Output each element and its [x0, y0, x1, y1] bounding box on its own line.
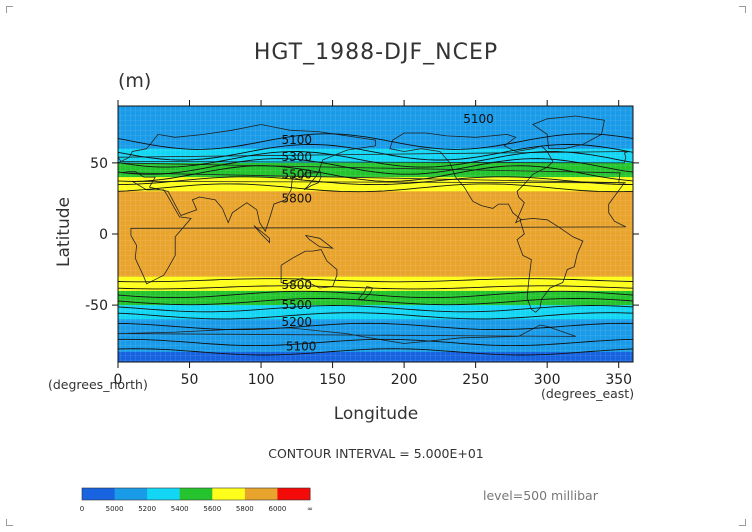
continent-outline: [253, 225, 270, 244]
colorbar-tick-label: ∞: [307, 505, 313, 513]
contour-line: [118, 158, 633, 175]
level-note: level=500 millibar: [483, 488, 598, 503]
contour-line: [118, 151, 633, 168]
contour-label: 5500: [282, 167, 313, 181]
colorbar-tick-label: 5400: [170, 505, 189, 513]
contour-label: 5100: [282, 133, 313, 147]
chart-title: HGT_1988-DJF_NCEP: [253, 40, 499, 65]
x-tick-label: 350: [605, 372, 632, 388]
colorbar-tick-label: 6000: [268, 505, 287, 513]
contour-line: [118, 305, 633, 313]
contour-line: [118, 338, 633, 347]
y-tick-label: 50: [90, 156, 108, 172]
colorbar-swatch: [179, 488, 213, 500]
x-tick-label: 0: [114, 372, 123, 388]
colorbar-swatch: [244, 488, 278, 500]
contour-line: [118, 285, 633, 290]
contour-interval-note: CONTOUR INTERVAL = 5.000E+01: [268, 446, 484, 461]
corner-mark: [6, 519, 13, 526]
contour-line: [118, 176, 633, 186]
x-axis-label: Longitude: [333, 404, 419, 424]
x-tick-label: 200: [391, 372, 418, 388]
x-right-unit-label: (degrees_east): [541, 386, 635, 401]
contour-line: [118, 322, 633, 331]
contour-line: [118, 290, 633, 299]
contour-line: [118, 312, 633, 320]
continent-outline: [516, 217, 584, 313]
contour-line: [118, 133, 633, 150]
contour-line: [118, 278, 633, 283]
x-tick-label: 300: [534, 372, 561, 388]
colorbar-tick-label: 5200: [138, 505, 157, 513]
fine-grid-overlay: [118, 106, 633, 362]
contour-label: 5800: [282, 191, 313, 205]
contour-label: 5800: [282, 278, 313, 292]
x-left-unit-label: (degrees_north): [48, 377, 148, 392]
continent-outline: [130, 180, 626, 285]
contour-label: 5500: [282, 298, 313, 312]
continent-outline: [389, 132, 554, 224]
x-tick-label: 100: [248, 372, 275, 388]
colorbar-tick-label: 5000: [105, 505, 124, 513]
colorbar-tick-label: 5800: [235, 505, 254, 513]
y-tick-label: 0: [99, 227, 108, 243]
contour-label: 5300: [282, 150, 313, 164]
colorbar-swatch: [277, 488, 311, 500]
x-tick-label: 250: [462, 372, 489, 388]
corner-mark: [739, 519, 746, 526]
colorbar-frame: [81, 487, 311, 501]
colorbar-tick-label: 5600: [203, 505, 222, 513]
colorbar-swatch: [147, 488, 181, 500]
units-label: (m): [118, 70, 152, 92]
continent-outline: [532, 115, 605, 150]
contour-line: [118, 183, 633, 193]
corner-mark: [6, 6, 13, 13]
colorbar-swatch: [114, 488, 148, 500]
y-tick-label: -50: [85, 298, 108, 314]
continent-outline: [305, 235, 334, 249]
corner-mark: [739, 6, 746, 13]
contour-label: 5100: [286, 339, 317, 353]
contour-line: [118, 297, 633, 306]
continent-outline: [303, 168, 322, 191]
colorbar-swatch: [82, 488, 116, 500]
colorbar-tick-label: 0: [79, 505, 85, 513]
x-tick-label: 50: [181, 372, 199, 388]
contour-line: [118, 143, 633, 161]
continent-outline: [280, 249, 338, 289]
contour-line: [118, 165, 633, 182]
contour-label: 5100: [463, 112, 494, 126]
contour-line: [118, 348, 633, 356]
contour-label: 5200: [282, 315, 313, 329]
colorbar-swatch: [212, 488, 246, 500]
continent-outline: [118, 124, 626, 233]
x-tick-label: 150: [319, 372, 346, 388]
